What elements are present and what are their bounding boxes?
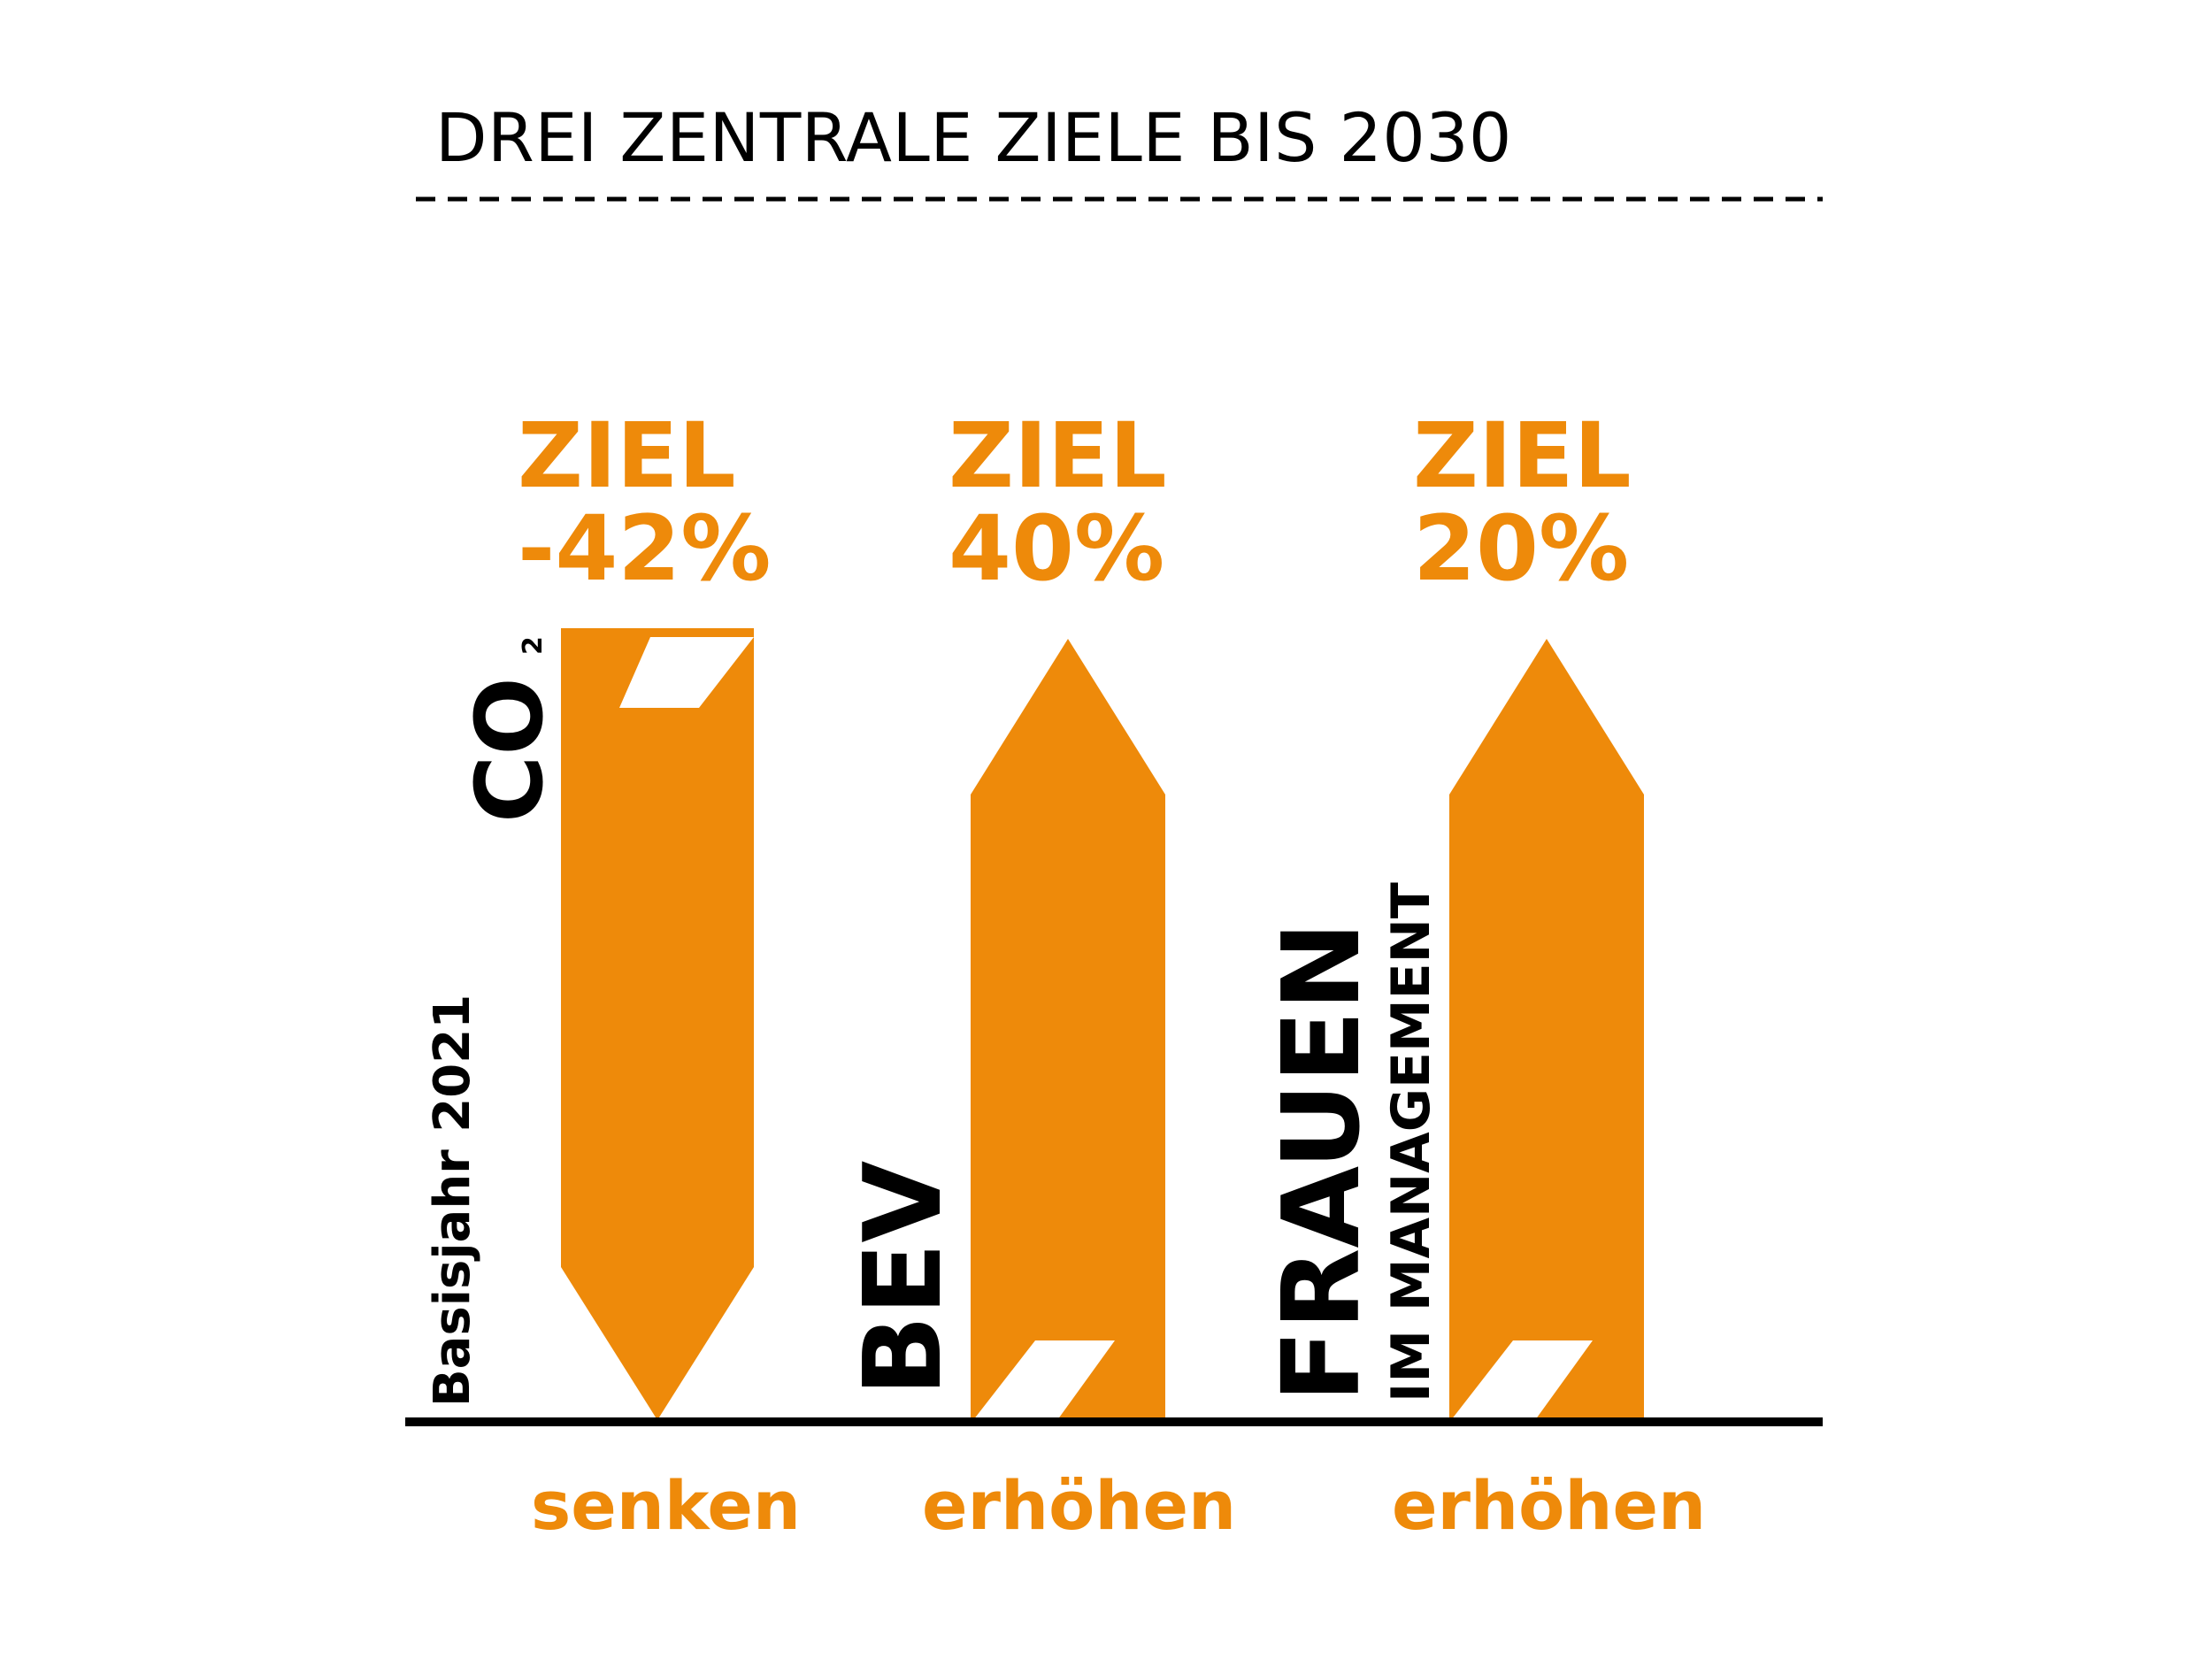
page-title: DREI ZENTRALE ZIELE BIS 2030 <box>435 98 1512 177</box>
frauen-label: FRAUEN <box>1261 922 1384 1402</box>
co2-subscript: 2 <box>518 636 549 655</box>
goal-frauen-action: erhöhen <box>1392 1466 1706 1545</box>
frauen-sublabel: IM MANAGEMENT <box>1380 882 1442 1402</box>
goal-frauen-value: 20% <box>1413 496 1629 602</box>
bev-arrow-up <box>971 639 1165 1420</box>
bev-label: BEV <box>842 1161 965 1396</box>
goal-bev-value: 40% <box>949 496 1164 602</box>
goal-co2-action: senken <box>531 1466 801 1545</box>
goal-frauen-ziel: ZIEL <box>1413 403 1632 509</box>
co2-arrow-down <box>561 628 754 1420</box>
goal-bev-action: erhöhen <box>922 1466 1236 1545</box>
frauen-arrow-up <box>1449 639 1644 1420</box>
goal-bev-ziel: ZIEL <box>949 403 1167 509</box>
goal-co2-ziel: ZIEL <box>518 403 736 509</box>
co2-label: CO <box>456 677 564 823</box>
baseline-axis <box>405 1417 1823 1426</box>
baseline-label: Basisjahr 2021 <box>424 995 481 1407</box>
goal-co2-value: -42% <box>518 496 771 602</box>
